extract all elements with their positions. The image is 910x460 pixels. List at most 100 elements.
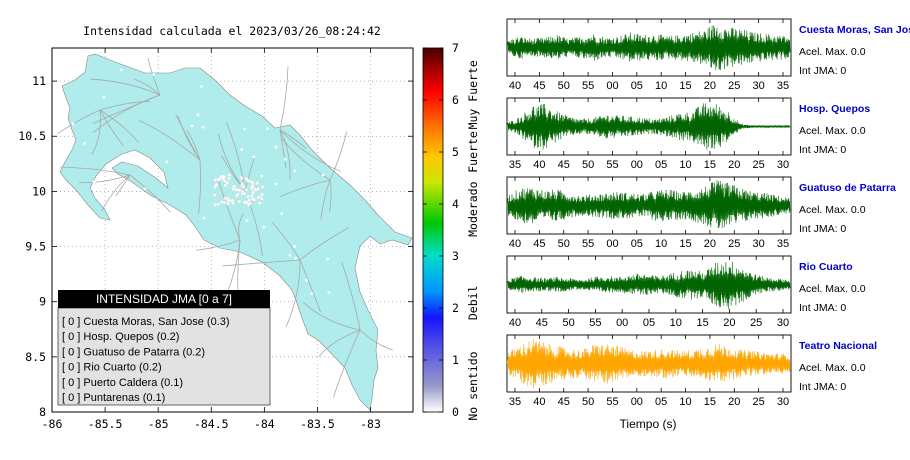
station-dot — [83, 141, 86, 145]
waveform-tick-label: 50 — [582, 396, 594, 408]
waveform-tick-label: 50 — [582, 159, 594, 171]
station-dot — [137, 65, 140, 68]
lat-tick-label: 9 — [39, 295, 46, 309]
station-dot — [240, 148, 244, 151]
waveform-tick-label: 15 — [696, 317, 708, 329]
colorbar-category-label: Debil — [466, 285, 480, 320]
station-dot — [235, 193, 239, 198]
station-dot — [239, 176, 244, 181]
station-name: Teatro Nacional — [799, 340, 877, 352]
waveform-trace — [506, 339, 791, 389]
lat-tick-label: 8 — [39, 405, 46, 419]
legend-item: [ 0 ] Puerto Caldera (0.1) — [62, 377, 183, 389]
station-dot — [314, 148, 317, 152]
station-dot — [280, 212, 283, 216]
waveform-tick-label: 25 — [753, 396, 765, 408]
road-line — [92, 94, 161, 134]
station-dot — [199, 85, 203, 88]
colorbar-category-label: Fuerte — [466, 131, 480, 173]
legend-item: [ 0 ] Rio Cuarto (0.2) — [62, 362, 162, 374]
station-dot — [265, 282, 269, 286]
station-dot — [231, 201, 235, 205]
waveform-panels: 40 45 50 55 00 05 10 15 20 25 30 35 Cuesta Moras, Sa… — [506, 18, 910, 408]
lon-tick-label: -86 — [42, 417, 63, 431]
waveform-tick-label: 55 — [589, 317, 601, 329]
station-dot — [223, 196, 228, 201]
station-dot — [327, 290, 331, 294]
station-dot — [227, 173, 232, 177]
station-dot — [102, 95, 106, 99]
road-line — [115, 174, 131, 197]
map-axes: -86 -85.5 -85 -84.5 -84 -83.5 -83 11 10.5 10 9.5 9 8… — [18, 48, 413, 431]
legend-box — [57, 307, 271, 406]
station-dot — [243, 191, 247, 196]
station-dot — [244, 201, 249, 205]
station-dot — [153, 60, 157, 64]
lon-tick-label: -83.5 — [300, 417, 335, 431]
station-dot — [266, 127, 270, 130]
waveform-tick-label: 30 — [777, 317, 789, 329]
road-line — [320, 179, 331, 220]
intensity-colorbar: 0 1 2 3 4 5 6 7 No sentido Debil Moderado Fuerte Mu… — [422, 41, 480, 421]
intensity-legend: INTENSIDAD JMA [0 a 7] [ 0 ] Cuesta Mora… — [57, 290, 271, 406]
road-line — [279, 129, 291, 180]
station-dot — [250, 97, 254, 101]
station-dot — [152, 73, 156, 76]
road-line — [129, 174, 171, 213]
max-accel-label: Acel. Max. 0.0 — [799, 204, 866, 216]
waveform-tick-label: 00 — [616, 317, 628, 329]
station-dot — [314, 352, 317, 356]
road-line — [196, 239, 241, 251]
station-name: Hosp. Quepos — [799, 103, 870, 115]
waveform-tick-label: 05 — [655, 159, 667, 171]
station-dot — [274, 277, 278, 281]
colorbar-category-label: No sentido — [466, 351, 480, 420]
waveform-tick-label: 10 — [655, 238, 667, 250]
lat-tick-label: 8.5 — [25, 350, 46, 364]
road-line — [279, 66, 289, 131]
waveform-tick-label: 40 — [533, 159, 545, 171]
jma-intensity-label: Int JMA: 0 — [799, 381, 846, 393]
road-line — [99, 109, 124, 146]
colorbar-tick-label: 1 — [452, 353, 459, 367]
road-line — [333, 329, 361, 398]
waveform-tick-label: 20 — [723, 317, 735, 329]
road-line — [218, 180, 241, 241]
station-dot — [230, 198, 234, 202]
station-dot — [202, 216, 206, 220]
max-accel-label: Acel. Max. 0.0 — [799, 46, 866, 58]
station-dot — [260, 192, 264, 197]
waveform-tick-label: 40 — [533, 396, 545, 408]
colorbar-tick-label: 0 — [452, 405, 459, 419]
station-dot — [198, 252, 202, 256]
waveform-tick-label: 25 — [753, 159, 765, 171]
waveform-tick-label: 45 — [536, 317, 548, 329]
station-dot — [294, 256, 298, 260]
station-dot — [213, 202, 217, 207]
station-dot — [251, 190, 255, 195]
jma-intensity-label: Int JMA: 0 — [799, 65, 846, 77]
waveform-tick-label: 45 — [558, 396, 570, 408]
lon-tick-label: -83 — [360, 417, 381, 431]
lon-tick-label: -84.5 — [194, 417, 229, 431]
waveform-tick-label: 20 — [704, 80, 716, 92]
legend-item: [ 0 ] Guatuso de Patarra (0.2) — [62, 346, 205, 358]
road-line — [60, 166, 131, 176]
max-accel-label: Acel. Max. 0.0 — [799, 362, 866, 374]
station-dot — [244, 177, 249, 181]
legend-items: [ 0 ] Cuesta Moras, San Jose (0.3) [ 0 ] … — [62, 316, 230, 404]
waveform-tick-label: 50 — [562, 317, 574, 329]
colorbar-labels: No sentido Debil Moderado Fuerte Muy Fuerte — [466, 60, 480, 421]
jma-intensity-label: Int JMA: 0 — [799, 302, 846, 314]
waveform-tick-label: 20 — [728, 396, 740, 408]
waveform-tick-label: 30 — [753, 80, 765, 92]
station-dot — [214, 183, 218, 187]
road-line — [177, 115, 201, 161]
waveform-tick-label: 00 — [631, 396, 643, 408]
station-dot — [373, 299, 376, 302]
station-dot — [260, 174, 264, 178]
legend-title-bar — [58, 290, 270, 308]
station-dot — [71, 122, 75, 126]
colorbar-category-label: Muy Fuerte — [466, 60, 480, 129]
station-name: Rio Cuarto — [799, 261, 853, 273]
